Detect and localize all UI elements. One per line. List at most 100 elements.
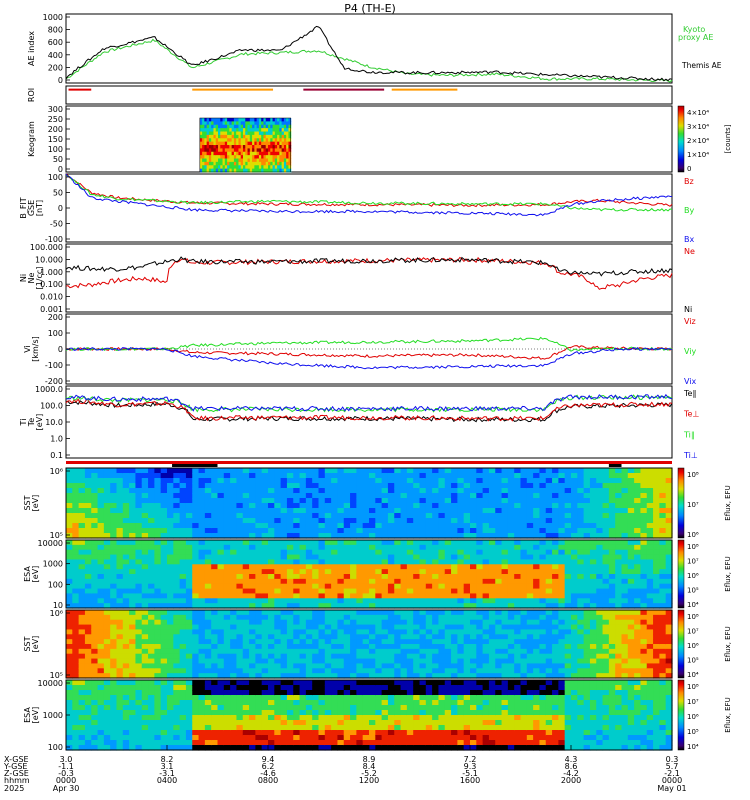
spec-cell xyxy=(154,523,162,529)
spec-cell xyxy=(274,468,282,474)
spec-cell xyxy=(103,549,111,556)
spec-cell xyxy=(72,518,80,524)
spec-cell xyxy=(444,488,452,494)
spec-cell xyxy=(72,735,80,741)
keogram-cell xyxy=(211,151,214,156)
spec-cell xyxy=(167,493,174,499)
spec-cell xyxy=(204,614,212,621)
spec-cell xyxy=(520,540,528,546)
spec-cell xyxy=(507,488,515,494)
spec-cell xyxy=(160,578,168,585)
spec-cell xyxy=(129,578,137,585)
spec-cell xyxy=(381,523,389,529)
spec-cell xyxy=(545,593,553,599)
spec-cell xyxy=(167,680,174,686)
spec-cell xyxy=(318,634,326,640)
keogram-cell xyxy=(208,138,212,143)
spec-cell xyxy=(653,574,660,580)
spec-cell xyxy=(286,518,294,524)
spec-cell xyxy=(299,513,307,519)
spec-cell xyxy=(552,544,559,551)
spec-cell xyxy=(84,629,92,635)
spec-cell xyxy=(665,498,673,504)
spec-cell xyxy=(501,503,509,509)
keogram-cell xyxy=(224,124,228,129)
spec-cell xyxy=(84,544,92,551)
spec-cell xyxy=(507,668,515,674)
keogram-cell xyxy=(208,141,212,146)
spec-cell xyxy=(545,629,553,635)
spec-cell xyxy=(230,588,238,595)
spec-cell xyxy=(179,668,187,674)
spec-cell xyxy=(514,658,522,665)
spec-cell xyxy=(413,559,421,565)
keogram-cell xyxy=(265,128,269,132)
spec-cell xyxy=(204,610,212,616)
spec-cell xyxy=(293,634,301,640)
spec-cell xyxy=(72,710,80,716)
spec-cell xyxy=(520,508,528,514)
spec-cell xyxy=(211,569,219,575)
spec-cell xyxy=(236,559,244,565)
spec-cell xyxy=(343,468,351,474)
spec-cell xyxy=(425,523,433,529)
keogram-cell xyxy=(222,138,226,143)
spec-cell xyxy=(185,473,193,479)
spec-cell xyxy=(78,700,86,706)
spec-cell xyxy=(154,564,162,570)
keogram-cell xyxy=(265,124,269,129)
spec-cell xyxy=(438,574,446,580)
spec-cell xyxy=(470,540,477,546)
keogram-cell xyxy=(240,148,244,153)
keogram-cell xyxy=(227,158,230,163)
spec-cell xyxy=(463,544,471,551)
spec-cell xyxy=(261,574,269,580)
spec-cell xyxy=(141,513,149,519)
spec-cell xyxy=(381,533,389,539)
spec-cell xyxy=(135,680,143,686)
spec-cell xyxy=(217,498,225,504)
spec-cell xyxy=(154,544,162,551)
spec-cell xyxy=(280,508,288,514)
spec-cell xyxy=(665,569,673,575)
spec-cell xyxy=(533,574,541,580)
spec-cell xyxy=(141,634,149,640)
spec-cell xyxy=(533,629,541,635)
spec-cell xyxy=(337,629,345,635)
keogram-cell xyxy=(243,148,246,153)
spec-cell xyxy=(558,583,566,590)
keogram-cell xyxy=(270,151,274,156)
spec-cell xyxy=(261,598,269,604)
spec-cell xyxy=(337,593,345,599)
spec-cell xyxy=(97,593,105,599)
keogram-cell xyxy=(281,131,285,136)
spec-cell xyxy=(482,533,490,539)
keogram-cell xyxy=(245,141,249,146)
spec-cell xyxy=(217,559,225,565)
spec-cell xyxy=(242,624,250,631)
spec-cell xyxy=(501,528,509,534)
spec-cell xyxy=(280,603,288,609)
spec-cell xyxy=(129,488,137,494)
spec-cell xyxy=(394,619,402,626)
spec-cell xyxy=(621,648,629,655)
spec-cell xyxy=(103,518,111,524)
spec-cell xyxy=(501,673,509,679)
spec-cell xyxy=(230,624,238,631)
spec-cell xyxy=(337,634,345,640)
keogram-cell xyxy=(243,165,246,170)
spec-cell xyxy=(154,735,162,741)
spec-cell xyxy=(135,593,143,599)
keogram-cell xyxy=(286,158,289,163)
spec-cell xyxy=(646,603,654,609)
spec-cell xyxy=(583,498,591,504)
keogram-cell xyxy=(199,145,203,149)
spec-cell xyxy=(369,488,376,494)
spec-cell xyxy=(97,523,105,529)
keogram-cell xyxy=(272,161,276,166)
spec-cell xyxy=(596,533,604,539)
keogram-cell xyxy=(202,131,205,136)
keogram-cell xyxy=(238,155,242,159)
spec-cell xyxy=(514,634,522,640)
spec-cell xyxy=(552,583,559,590)
